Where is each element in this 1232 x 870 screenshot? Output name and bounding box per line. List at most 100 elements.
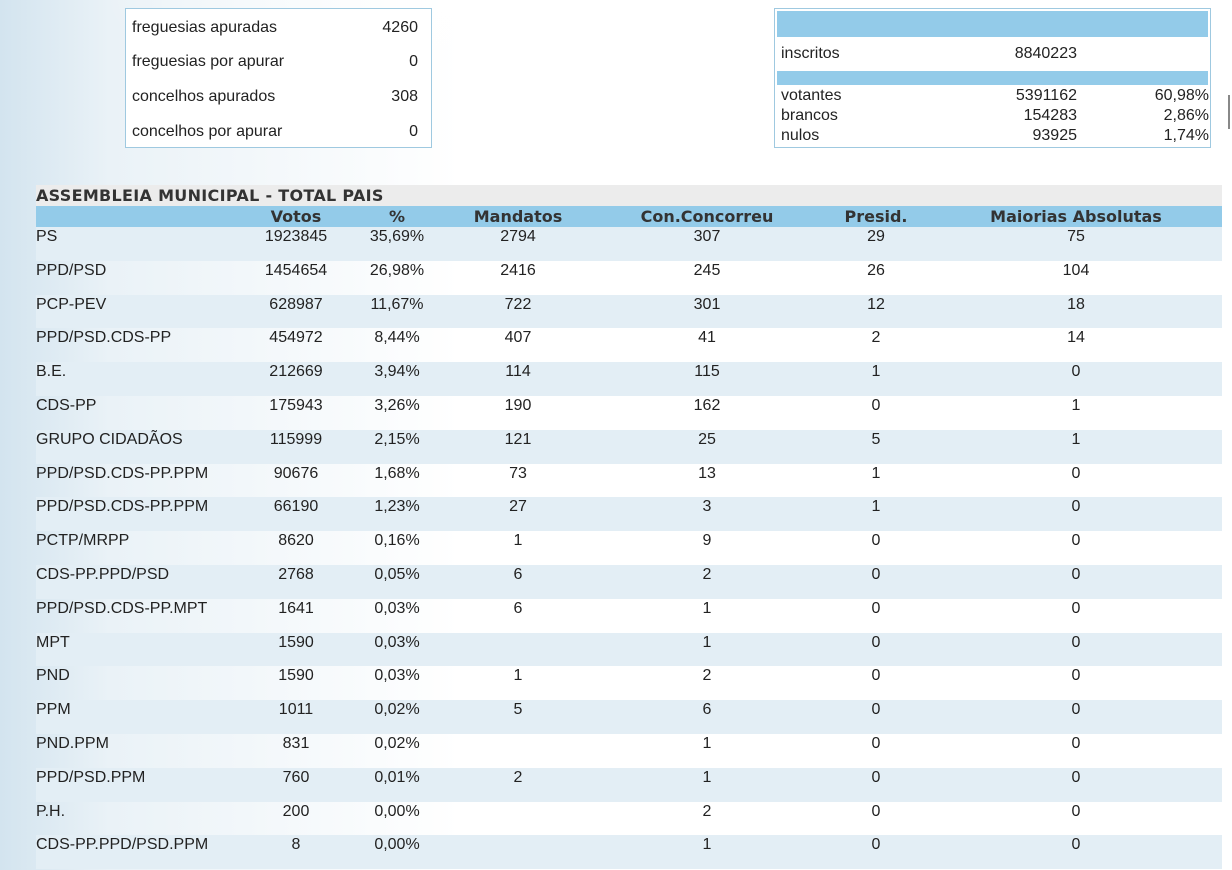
presid-cell: 1	[871, 464, 881, 482]
mandatos-cell: 190	[504, 396, 532, 414]
votos-cell: 115999	[269, 430, 323, 448]
summary-value: 5391162	[1015, 87, 1077, 104]
summary-label: brancos	[781, 107, 838, 124]
maiorias-cell: 0	[1071, 599, 1081, 617]
percent-cell: 0,02%	[374, 701, 420, 719]
presid-cell: 2	[871, 329, 881, 347]
mandatos-cell: 2416	[500, 261, 536, 279]
concorreu-cell: 2	[702, 565, 712, 583]
results-table-header: Votos % Mandatos Con.Concorreu Presid. M…	[36, 206, 1222, 227]
maiorias-cell: 18	[1067, 295, 1085, 313]
percent-cell: 0,05%	[374, 565, 420, 583]
maiorias-cell: 0	[1071, 802, 1081, 820]
table-row: B.E. 212669 3,94% 114 115 1 0	[36, 362, 1222, 396]
party-name: PPD/PSD.CDS-PP.MPT	[36, 599, 208, 617]
percent-cell: 0,16%	[374, 532, 420, 550]
votos-cell: 175943	[269, 396, 323, 414]
concorreu-cell: 13	[698, 464, 716, 482]
party-name: PPD/PSD.PPM	[36, 768, 146, 786]
maiorias-cell: 75	[1067, 228, 1085, 245]
votos-cell: 90676	[273, 464, 319, 482]
mandatos-cell: 5	[513, 701, 523, 719]
presid-cell: 0	[871, 532, 881, 550]
concorreu-cell: 1	[702, 633, 712, 651]
summary-label: nulos	[781, 127, 820, 144]
maiorias-cell: 0	[1071, 532, 1081, 550]
presid-cell: 1	[871, 498, 881, 516]
percent-cell: 0,03%	[374, 633, 420, 651]
presid-cell: 12	[867, 295, 885, 313]
percent-cell: 3,94%	[374, 363, 420, 381]
votos-cell: 66190	[273, 498, 319, 516]
concorreu-cell: 41	[698, 329, 716, 347]
summary-percent: 60,98%	[1154, 87, 1209, 104]
table-row: PND 1590 0,03% 1 2 0 0	[36, 666, 1222, 700]
party-name: PND.PPM	[36, 734, 109, 752]
table-row: GRUPO CIDADÃOS 115999 2,15% 121 25 5 1	[36, 429, 1222, 464]
party-name: PND	[36, 667, 70, 685]
summary-value: 93925	[1032, 127, 1078, 144]
status-label: freguesias por apurar	[132, 53, 285, 70]
party-name: PPD/PSD	[36, 261, 107, 279]
votos-cell: 1590	[278, 667, 314, 685]
status-value: 0	[409, 123, 418, 140]
votos-cell: 1641	[278, 599, 314, 617]
mandatos-cell: 114	[505, 363, 531, 381]
status-value: 308	[391, 88, 418, 105]
table-row: MPT 1590 0,03% 1 0 0	[36, 632, 1222, 667]
presid-cell: 26	[867, 261, 885, 279]
votos-cell: 2768	[278, 565, 314, 583]
votos-cell: 1923845	[264, 228, 328, 245]
table-row: PCTP/MRPP 8620 0,16% 1 9 0 0	[36, 531, 1222, 565]
concorreu-cell: 162	[693, 396, 721, 414]
maiorias-cell: 0	[1071, 565, 1081, 583]
column-header-percent: %	[388, 207, 406, 226]
maiorias-cell: 1	[1071, 396, 1081, 414]
concorreu-cell: 301	[693, 295, 721, 313]
summary-row-votantes: votantes 5391162 60,98%	[781, 87, 1209, 107]
table-row: PS 1923845 35,69% 2794 307 29 75	[36, 227, 1222, 261]
presid-cell: 1	[871, 363, 881, 381]
maiorias-cell: 0	[1071, 836, 1081, 854]
mandatos-cell: 27	[509, 498, 527, 516]
presid-cell: 0	[871, 599, 881, 617]
presid-cell: 0	[871, 836, 881, 854]
table-row: PPD/PSD.CDS-PP 454972 8,44% 407 41 2 14	[36, 328, 1222, 362]
table-row: P.H. 200 0,00% 2 0 0	[36, 802, 1222, 836]
presid-cell: 0	[871, 802, 881, 820]
table-row: PPM 1011 0,02% 5 6 0 0	[36, 700, 1222, 734]
percent-cell: 35,69%	[369, 228, 425, 245]
counting-status-panel: freguesias apuradas 4260 freguesias por …	[125, 8, 432, 148]
votos-cell: 760	[282, 768, 310, 786]
percent-cell: 0,01%	[374, 768, 420, 786]
summary-row-inscritos: inscritos 8840223	[781, 45, 1209, 65]
status-label: concelhos por apurar	[132, 123, 283, 140]
summary-label: votantes	[781, 87, 842, 104]
results-table-body: PS 1923845 35,69% 2794 307 29 75 PPD/PSD…	[36, 227, 1222, 870]
status-row-freguesias-apuradas: freguesias apuradas 4260	[132, 19, 418, 39]
table-row: PCP-PEV 628987 11,67% 722 301 12 18	[36, 294, 1222, 329]
mandatos-cell: 2	[513, 768, 523, 786]
summary-row-nulos: nulos 93925 1,74%	[781, 127, 1209, 147]
mandatos-cell: 722	[504, 295, 532, 313]
votos-cell: 212669	[269, 363, 323, 381]
party-name: PCP-PEV	[36, 295, 107, 313]
votos-cell: 1454654	[264, 261, 328, 279]
presid-cell: 0	[871, 667, 881, 685]
mandatos-cell: 407	[504, 329, 532, 347]
presid-cell: 5	[871, 430, 881, 448]
presid-cell: 0	[871, 734, 881, 752]
maiorias-cell: 0	[1071, 633, 1081, 651]
table-row: CDS-PP 175943 3,26% 190 162 0 1	[36, 396, 1222, 430]
votos-cell: 628987	[269, 295, 323, 313]
summary-percent: 1,74%	[1163, 127, 1209, 144]
table-row: PPD/PSD 1454654 26,98% 2416 245 26 104	[36, 261, 1222, 295]
maiorias-cell: 0	[1071, 498, 1081, 516]
table-row: PPD/PSD.CDS-PP.MPT 1641 0,03% 6 1 0 0	[36, 599, 1222, 633]
table-row: CDS-PP.PPD/PSD.PPM 8 0,00% 1 0 0	[36, 835, 1222, 870]
table-row: CDS-PP.PPD/PSD 2768 0,05% 6 2 0 0	[36, 564, 1222, 599]
summary-label: inscritos	[781, 45, 840, 62]
percent-cell: 8,44%	[374, 329, 420, 347]
column-header-votos: Votos	[270, 207, 322, 226]
party-name: PCTP/MRPP	[36, 532, 130, 550]
